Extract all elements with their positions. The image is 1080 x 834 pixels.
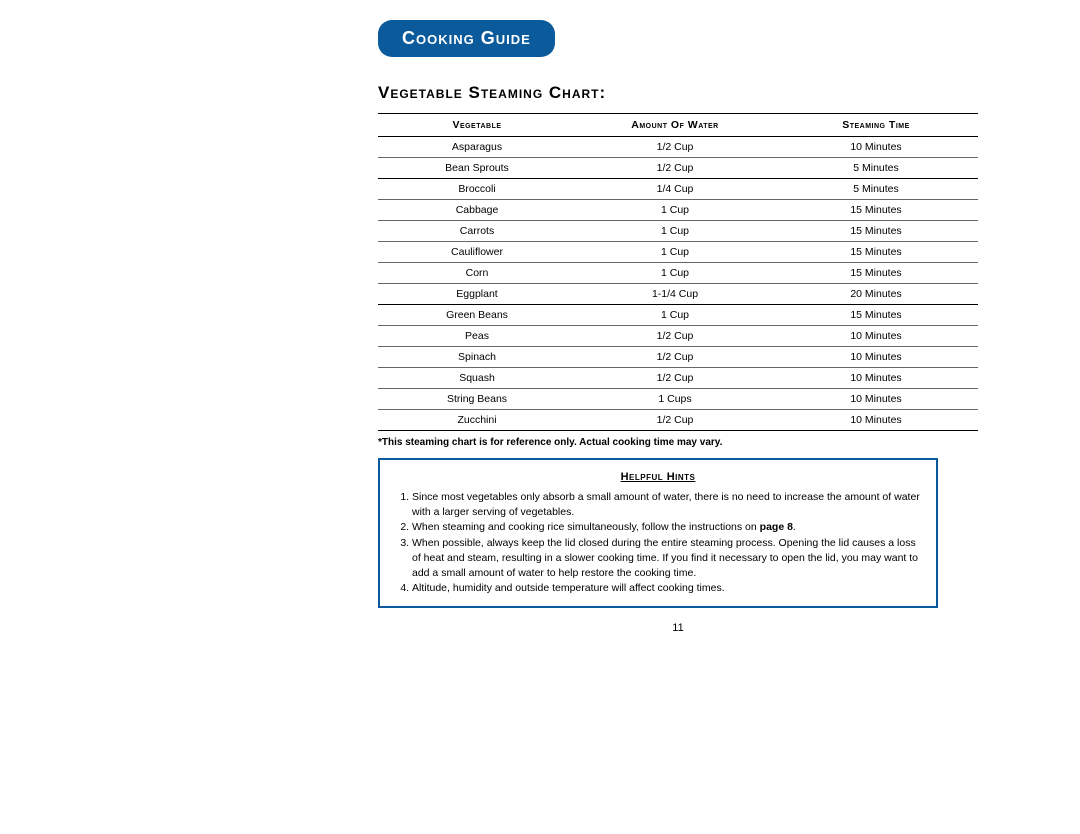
table-cell: Zucchini <box>378 410 576 431</box>
table-row: Broccoli1/4 Cup5 Minutes <box>378 179 978 200</box>
table-cell: 1 Cup <box>576 263 774 284</box>
table-row: Carrots1 Cup15 Minutes <box>378 221 978 242</box>
page-reference: page 8 <box>760 521 793 533</box>
hint-item: When steaming and cooking rice simultane… <box>412 520 922 535</box>
hint-text: . <box>793 521 796 533</box>
table-row: Cauliflower1 Cup15 Minutes <box>378 242 978 263</box>
table-cell: 1-1/4 Cup <box>576 284 774 305</box>
footnote: *This steaming chart is for reference on… <box>378 437 978 448</box>
table-cell: Carrots <box>378 221 576 242</box>
table-row: Spinach1/2 Cup10 Minutes <box>378 347 978 368</box>
table-cell: Peas <box>378 326 576 347</box>
table-cell: Eggplant <box>378 284 576 305</box>
page-number: 11 <box>378 622 978 634</box>
hints-box: Helpful Hints Since most vegetables only… <box>378 458 938 608</box>
steaming-table: VegetableAmount Of WaterSteaming Time As… <box>378 113 978 431</box>
table-row: String Beans1 Cups10 Minutes <box>378 389 978 410</box>
table-header-row: VegetableAmount Of WaterSteaming Time <box>378 114 978 137</box>
table-row: Asparagus1/2 Cup10 Minutes <box>378 137 978 158</box>
table-cell: 1/2 Cup <box>576 326 774 347</box>
table-row: Peas1/2 Cup10 Minutes <box>378 326 978 347</box>
table-header-cell: Steaming Time <box>774 114 978 137</box>
table-cell: 1/4 Cup <box>576 179 774 200</box>
table-cell: 10 Minutes <box>774 389 978 410</box>
table-cell: 10 Minutes <box>774 410 978 431</box>
table-cell: 1/2 Cup <box>576 368 774 389</box>
table-cell: 15 Minutes <box>774 242 978 263</box>
table-row: Corn1 Cup15 Minutes <box>378 263 978 284</box>
table-cell: Broccoli <box>378 179 576 200</box>
table-cell: 1/2 Cup <box>576 410 774 431</box>
table-cell: 5 Minutes <box>774 158 978 179</box>
hint-item: Since most vegetables only absorb a smal… <box>412 490 922 520</box>
hint-text: When steaming and cooking rice simultane… <box>412 521 760 533</box>
table-cell: Cabbage <box>378 200 576 221</box>
table-row: Squash1/2 Cup10 Minutes <box>378 368 978 389</box>
table-cell: 15 Minutes <box>774 221 978 242</box>
table-cell: 10 Minutes <box>774 368 978 389</box>
table-cell: Spinach <box>378 347 576 368</box>
table-cell: 1 Cup <box>576 221 774 242</box>
table-cell: 10 Minutes <box>774 347 978 368</box>
table-cell: 15 Minutes <box>774 263 978 284</box>
table-cell: Asparagus <box>378 137 576 158</box>
table-row: Eggplant1-1/4 Cup20 Minutes <box>378 284 978 305</box>
hint-item: Altitude, humidity and outside temperatu… <box>412 581 922 596</box>
table-cell: Corn <box>378 263 576 284</box>
hints-title: Helpful Hints <box>394 470 922 486</box>
table-cell: 10 Minutes <box>774 326 978 347</box>
table-header-cell: Amount Of Water <box>576 114 774 137</box>
hints-list: Since most vegetables only absorb a smal… <box>394 490 922 597</box>
table-cell: 1 Cup <box>576 200 774 221</box>
table-cell: 1 Cup <box>576 242 774 263</box>
table-header-cell: Vegetable <box>378 114 576 137</box>
section-title: Vegetable Steaming Chart: <box>378 83 978 103</box>
table-row: Zucchini1/2 Cup10 Minutes <box>378 410 978 431</box>
page-content: Cooking Guide Vegetable Steaming Chart: … <box>378 20 978 608</box>
table-cell: Squash <box>378 368 576 389</box>
table-row: Cabbage1 Cup15 Minutes <box>378 200 978 221</box>
table-cell: 1 Cup <box>576 305 774 326</box>
table-cell: Bean Sprouts <box>378 158 576 179</box>
table-cell: 1 Cups <box>576 389 774 410</box>
table-cell: Green Beans <box>378 305 576 326</box>
table-cell: 1/2 Cup <box>576 137 774 158</box>
table-cell: String Beans <box>378 389 576 410</box>
table-body: Asparagus1/2 Cup10 MinutesBean Sprouts1/… <box>378 137 978 431</box>
table-cell: 1/2 Cup <box>576 347 774 368</box>
header-badge: Cooking Guide <box>378 20 555 57</box>
hint-item: When possible, always keep the lid close… <box>412 536 922 582</box>
table-cell: 10 Minutes <box>774 137 978 158</box>
table-row: Green Beans1 Cup15 Minutes <box>378 305 978 326</box>
table-row: Bean Sprouts1/2 Cup5 Minutes <box>378 158 978 179</box>
table-cell: 5 Minutes <box>774 179 978 200</box>
table-cell: 1/2 Cup <box>576 158 774 179</box>
table-cell: 15 Minutes <box>774 305 978 326</box>
table-cell: 20 Minutes <box>774 284 978 305</box>
table-cell: 15 Minutes <box>774 200 978 221</box>
table-cell: Cauliflower <box>378 242 576 263</box>
